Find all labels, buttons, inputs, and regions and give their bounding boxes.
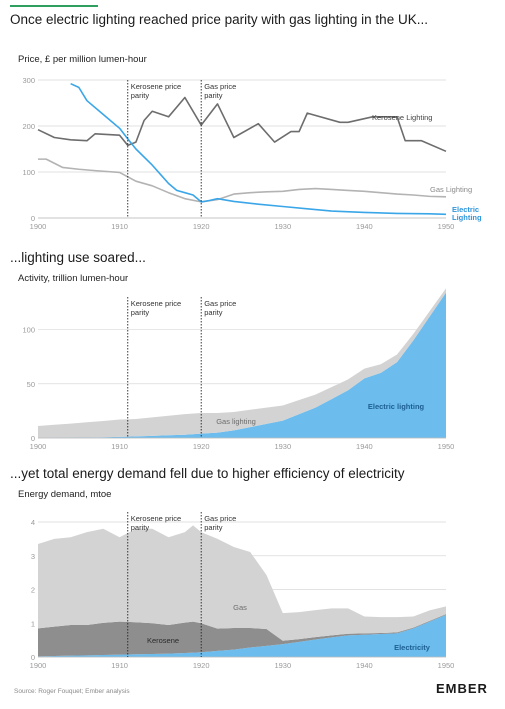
- series-label: Electric: [452, 205, 479, 214]
- parity-annotation: parity: [204, 308, 223, 317]
- x-tick-label: 1920: [193, 442, 210, 451]
- parity-annotation: Gas price: [204, 82, 236, 91]
- energy-demand-chart: 0 1 2 3 4 1900 1910 1920 1930 1940 1950 Kerosene pr…: [30, 512, 455, 670]
- area-gas-lighting: [38, 288, 446, 438]
- y-tick-label: 2: [31, 586, 35, 595]
- series-label: Gas lighting: [216, 417, 256, 426]
- source-note: Source: Roger Fouquet; Ember analysis: [14, 688, 130, 695]
- x-tick-label: 1950: [438, 442, 455, 451]
- y-tick-label: 0: [31, 434, 35, 443]
- area-kerosene: [38, 614, 446, 657]
- series-label: Electric lighting: [368, 402, 425, 411]
- parity-annotation: Gas price: [204, 514, 236, 523]
- line-kerosene-lighting: [37, 96, 447, 153]
- x-tick-label: 1930: [274, 442, 291, 451]
- x-tick-label: 1920: [193, 661, 210, 670]
- parity-annotation: Kerosene price: [131, 299, 181, 308]
- x-tick-label: 1920: [193, 222, 210, 231]
- x-tick-label: 1950: [438, 661, 455, 670]
- x-tick-label: 1900: [30, 222, 47, 231]
- series-label: Kerosene Lighting: [372, 113, 432, 122]
- y-tick-label: 0: [31, 653, 35, 662]
- x-tick-label: 1930: [274, 661, 291, 670]
- x-tick-label: 1930: [274, 222, 291, 231]
- series-label: Electricity: [394, 643, 431, 652]
- x-tick-label: 1940: [356, 661, 373, 670]
- y-tick-label: 1: [31, 619, 35, 628]
- area-electricity: [38, 614, 446, 657]
- x-tick-label: 1940: [356, 442, 373, 451]
- y-tick-label: 100: [22, 168, 35, 177]
- x-tick-label: 1950: [438, 222, 455, 231]
- line-electric-lighting: [70, 82, 447, 216]
- x-tick-label: 1910: [111, 442, 128, 451]
- price-chart: 0 100 200 300 1900 1910 1920 1930 1940 1950 Kerose…: [22, 76, 482, 231]
- energy-demand-ylabel: Energy demand, mtoe: [18, 489, 112, 500]
- parity-annotation: parity: [131, 308, 150, 317]
- line-gas-lighting: [38, 158, 447, 203]
- accent-bar: [10, 5, 98, 7]
- series-label: Gas: [233, 603, 247, 612]
- y-tick-label: 200: [22, 122, 35, 131]
- chart-headline: Once electric lighting reached price par…: [10, 12, 428, 27]
- area-gas: [38, 525, 446, 641]
- parity-annotation: parity: [131, 91, 150, 100]
- y-tick-label: 0: [31, 214, 35, 223]
- price-chart-ylabel: Price, £ per million lumen-hour: [18, 54, 147, 65]
- y-tick-label: 100: [22, 326, 35, 335]
- series-label: Lighting: [452, 213, 482, 222]
- x-tick-label: 1910: [111, 222, 128, 231]
- parity-annotation: Kerosene price: [131, 82, 181, 91]
- y-tick-label: 50: [27, 380, 35, 389]
- ember-logo: EMBER: [436, 681, 488, 696]
- parity-annotation: parity: [204, 523, 223, 532]
- lighting-use-ylabel: Activity, trillion lumen-hour: [18, 273, 129, 284]
- x-tick-label: 1940: [356, 222, 373, 231]
- parity-annotation: parity: [204, 91, 223, 100]
- x-tick-label: 1900: [30, 661, 47, 670]
- x-tick-label: 1900: [30, 442, 47, 451]
- y-tick-label: 3: [31, 552, 35, 561]
- parity-annotation: Gas price: [204, 299, 236, 308]
- series-label: Kerosene: [147, 636, 179, 645]
- lighting-use-title: ...lighting use soared...: [10, 250, 146, 265]
- lighting-use-chart: 0 50 100 1900 1910 1920 1930 1940 1950 Kerosene p…: [22, 288, 455, 451]
- series-label: Gas Lighting: [430, 185, 472, 194]
- y-tick-label: 300: [22, 76, 35, 85]
- energy-demand-title: ...yet total energy demand fell due to h…: [10, 466, 405, 481]
- y-tick-label: 4: [31, 518, 35, 527]
- parity-annotation: Kerosene price: [131, 514, 181, 523]
- x-tick-label: 1910: [111, 661, 128, 670]
- parity-annotation: parity: [131, 523, 150, 532]
- area-electric-lighting: [38, 292, 446, 438]
